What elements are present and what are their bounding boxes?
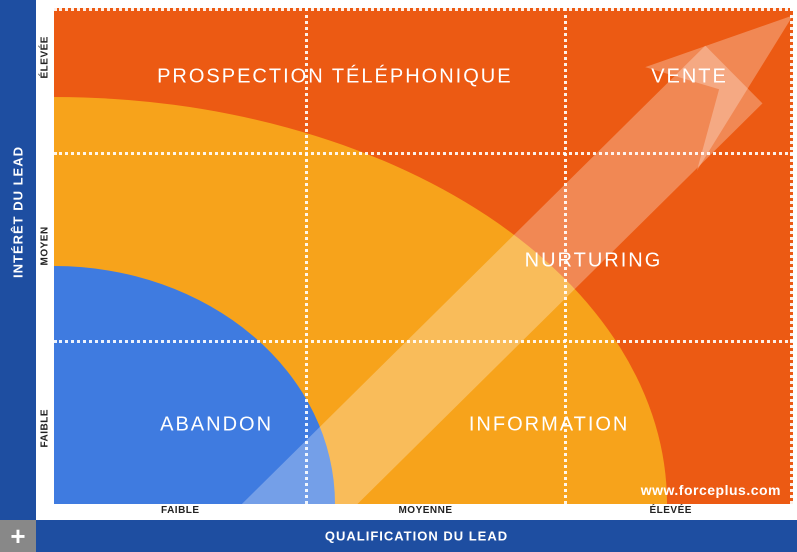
x-tick-label: ÉLEVÉE [649,505,691,516]
gridline-horizontal [54,152,793,155]
plot-area: PROSPECTION TÉLÉPHONIQUE VENTE NURTURING AB… [54,8,793,504]
lead-matrix-diagram: PROSPECTION TÉLÉPHONIQUE VENTE NURTURING AB… [0,0,797,552]
zone-label: INFORMATION [469,413,630,436]
plot-border [790,8,793,504]
zone-label: NURTURING [525,249,663,272]
y-axis-label: INTÉRÊT DU LEAD [11,242,26,278]
x-axis-label: QUALIFICATION DU LEAD [325,529,508,544]
zone-label: VENTE [651,66,728,89]
zone-label: PROSPECTION TÉLÉPHONIQUE [157,66,512,89]
gridline-horizontal [54,340,793,343]
zone-label: ABANDON [160,413,273,436]
corner-plus-icon: + [0,520,36,552]
plot-border [54,8,793,11]
x-tick-label: FAIBLE [161,505,200,516]
y-tick-label: MOYEN [40,248,51,266]
x-axis: QUALIFICATION DU LEAD [36,520,797,552]
y-tick-band: FAIBLE MOYEN ÉLEVÉE [36,0,54,520]
y-axis: INTÉRÊT DU LEAD [0,0,36,520]
x-tick-band: FAIBLE MOYENNE ÉLEVÉE [54,504,797,520]
watermark-url: www.forceplus.com [641,482,781,498]
y-tick-label: ÉLEVÉE [40,60,51,78]
x-tick-label: MOYENNE [398,505,452,516]
y-tick-label: FAIBLE [40,430,51,448]
